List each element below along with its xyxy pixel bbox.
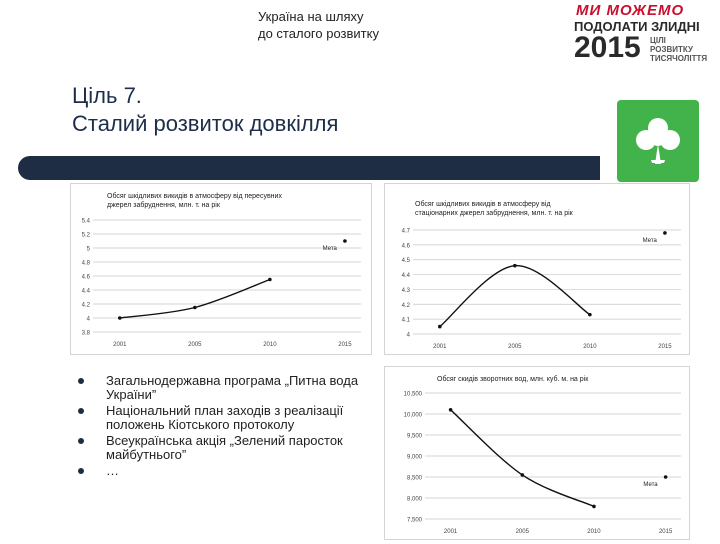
chart-1-x-tick-label: 2015 — [338, 342, 352, 348]
logo-year: 2015 — [574, 31, 641, 64]
chart-1-y-tick-label: 5 — [87, 247, 91, 253]
list-item: … — [76, 464, 366, 478]
clover-icon — [617, 100, 699, 182]
chart-3-target-label: Мета — [643, 482, 658, 488]
bullet-list: Загальнодержавна програма „Питна вода Ук… — [76, 374, 366, 480]
chart-3-x-tick-label: 2001 — [444, 529, 458, 535]
chart-1-y-tick-label: 4.2 — [82, 303, 91, 309]
chart-3-title-line1: Обсяг скидів зворотних вод, млн. куб. м.… — [437, 375, 589, 383]
logo-line4c: ТИСЯЧОЛІТТЯ — [650, 54, 708, 63]
chart-2-title-line1: Обсяг шкідливих викидів в атмосферу від — [415, 200, 551, 208]
chart-2-data-point — [513, 263, 517, 268]
chart-3-x-tick-label: 2015 — [659, 529, 673, 535]
chart-2-svg: Обсяг шкідливих викидів в атмосферу від … — [402, 200, 681, 350]
chart-2-y-tick-label: 4.6 — [402, 243, 411, 249]
list-item: Всеукраїнська акція „Зелений паросток ма… — [76, 434, 366, 462]
chart-2-data-point — [588, 312, 592, 317]
chart-2-y-tick-label: 4.4 — [402, 273, 411, 279]
chart-2-x-tick-label: 2005 — [508, 344, 522, 350]
bullet-dot-icon — [78, 468, 84, 474]
bullet-dot-icon — [78, 438, 84, 444]
logo-line1: МИ МОЖЕМО — [576, 2, 685, 19]
divider-bar — [18, 156, 600, 180]
chart-2-target-point — [663, 231, 667, 235]
list-item: Національний план заходів з реалізації п… — [76, 404, 366, 432]
chart-3-series-line — [450, 409, 595, 508]
chart-1-y-tick-label: 4.8 — [82, 261, 91, 267]
chart-2-y-tick-label: 4.2 — [402, 303, 411, 309]
chart-3-x-tick-label: 2010 — [587, 529, 601, 535]
chart-2: Обсяг шкідливих викидів в атмосферу від … — [384, 183, 690, 355]
chart-1-y-tick-label: 4 — [87, 317, 91, 323]
chart-1-y-tick-label: 5.4 — [82, 219, 91, 225]
chart-2-y-tick-label: 4.1 — [402, 318, 411, 324]
page-title-line2: Сталий розвиток довкілля — [72, 111, 339, 136]
header-caption-line2: до сталого розвитку — [258, 26, 379, 41]
chart-3-y-tick-label: 8,000 — [407, 497, 423, 503]
chart-2-data-point — [438, 324, 442, 329]
chart-3-x-tick-label: 2005 — [516, 529, 530, 535]
logo-line4a: ЦІЛІ — [650, 36, 666, 45]
chart-1-x-tick-label: 2010 — [263, 342, 277, 348]
chart-1-data-point — [193, 305, 197, 310]
chart-3-y-tick-label: 10,000 — [404, 413, 423, 419]
chart-3-y-tick-label: 8,500 — [407, 476, 423, 482]
chart-1-series-line — [119, 278, 271, 319]
chart-2-title-line2: стаціонарних джерел забруднення, млн. т.… — [415, 209, 574, 217]
bullet-dot-icon — [78, 408, 84, 414]
header-box — [60, 0, 250, 60]
chart-2-y-tick-label: 4.3 — [402, 288, 411, 294]
chart-3-y-tick-label: 9,500 — [407, 434, 423, 440]
chart-2-x-tick-label: 2015 — [658, 344, 672, 350]
chart-1-x-tick-label: 2005 — [188, 342, 202, 348]
chart-1-target-point — [343, 239, 347, 243]
bullet-dot-icon — [78, 378, 84, 384]
logo-line4b: РОЗВИТКУ — [650, 45, 693, 54]
chart-2-x-tick-label: 2001 — [433, 344, 447, 350]
chart-3-data-point — [520, 473, 525, 477]
chart-1-target-label: Мета — [323, 246, 338, 252]
chart-2-y-tick-label: 4.5 — [402, 258, 411, 264]
chart-2-y-tick-label: 4.7 — [402, 229, 411, 235]
left-margin-strip — [0, 0, 60, 540]
chart-2-target-label: Мета — [643, 238, 658, 244]
chart-1-data-point — [268, 277, 272, 282]
chart-3-target-point — [663, 475, 668, 479]
chart-3-svg: Обсяг скидів зворотних вод, млн. куб. м.… — [404, 375, 681, 535]
chart-3-data-point — [592, 504, 596, 509]
logo-line4: ЦІЛІ РОЗВИТКУ ТИСЯЧОЛІТТЯ — [650, 36, 707, 63]
chart-1-title-line1: Обсяг шкідливих викидів в атмосферу від … — [107, 192, 282, 200]
list-item: Загальнодержавна програма „Питна вода Ук… — [76, 374, 366, 402]
header-caption-line1: Україна на шляху — [258, 9, 364, 24]
chart-2-x-tick-label: 2010 — [583, 344, 597, 350]
header-caption: Україна на шляху до сталого розвитку — [258, 8, 379, 42]
chart-3-y-tick-label: 7,500 — [407, 518, 423, 524]
mdg-logo: МИ МОЖЕМО ПОДОЛАТИ ЗЛИДНІ 2015 ЦІЛІ РОЗВ… — [572, 2, 712, 66]
chart-1-y-tick-label: 4.4 — [82, 289, 91, 295]
logo-line2: ПОДОЛАТИ ЗЛИДНІ — [574, 19, 700, 34]
chart-3-y-tick-label: 9,000 — [407, 455, 423, 461]
chart-2-y-tick-label: 4 — [407, 333, 411, 339]
chart-1-y-tick-label: 3.8 — [82, 331, 91, 337]
chart-1-svg: Обсяг шкідливих викидів в атмосферу від … — [82, 192, 361, 348]
chart-1-title-line2: джерел забруднення, млн. т. на рік — [107, 201, 221, 209]
chart-1-y-tick-label: 4.6 — [82, 275, 91, 281]
chart-1-y-tick-label: 5.2 — [82, 233, 91, 239]
page-title: Ціль 7. Сталий розвиток довкілля — [72, 82, 338, 138]
chart-1-data-point — [118, 316, 122, 320]
chart-3: Обсяг скидів зворотних вод, млн. куб. м.… — [384, 366, 690, 540]
chart-1-x-tick-label: 2001 — [113, 342, 127, 348]
chart-3-data-point — [448, 408, 453, 412]
chart-3-y-tick-label: 10,500 — [404, 392, 423, 398]
page-title-line1: Ціль 7. — [72, 83, 142, 108]
chart-1: Обсяг шкідливих викидів в атмосферу від … — [70, 183, 372, 355]
